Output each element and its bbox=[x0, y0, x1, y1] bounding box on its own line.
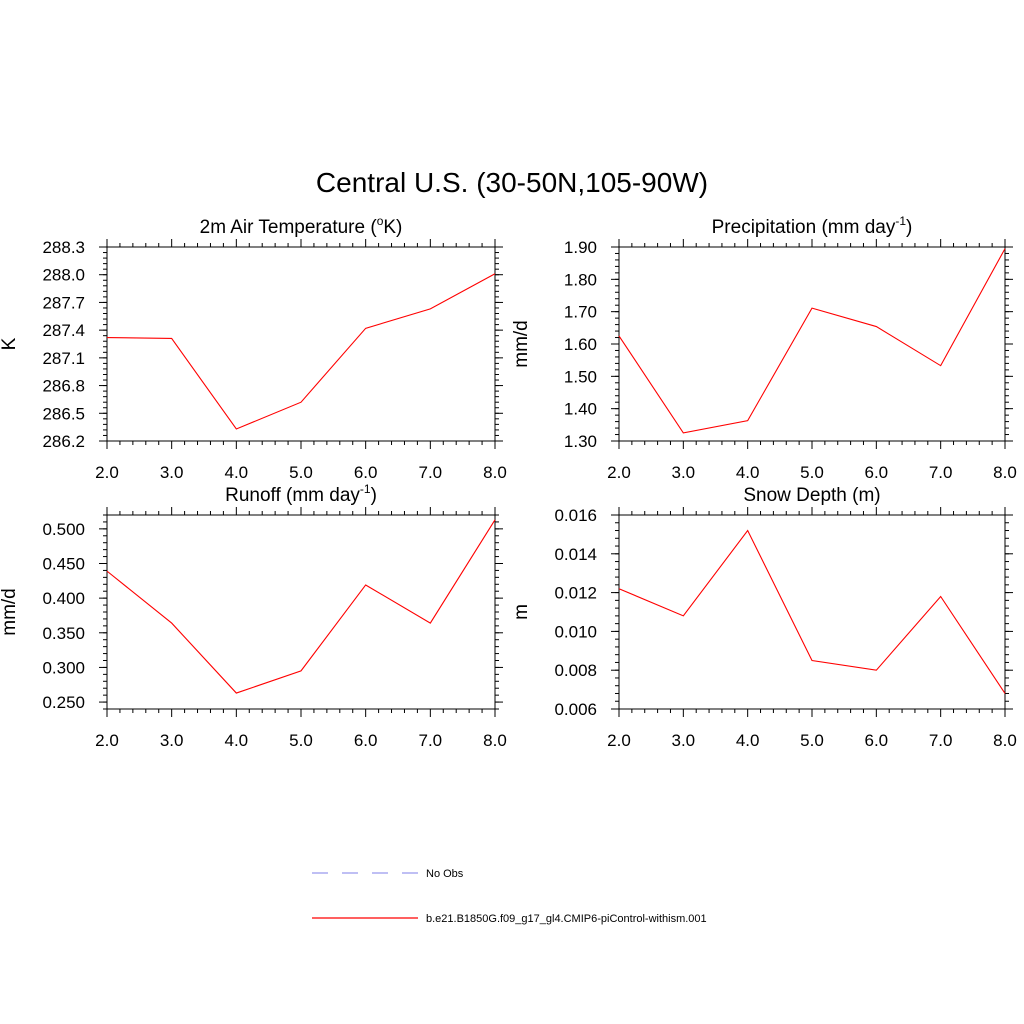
x-tick-label: 6.0 bbox=[354, 731, 378, 750]
x-tick-label: 5.0 bbox=[800, 731, 824, 750]
x-tick-label: 8.0 bbox=[993, 463, 1017, 482]
x-tick-label: 8.0 bbox=[483, 731, 507, 750]
y-tick-label: 288.0 bbox=[42, 266, 85, 285]
panel-title: Precipitation (mm day-1) bbox=[712, 214, 913, 238]
x-tick-label: 3.0 bbox=[672, 463, 696, 482]
x-tick-label: 6.0 bbox=[865, 463, 889, 482]
panel-title-text: Runoff (mm day bbox=[225, 485, 360, 506]
panel-title-superscript: -1 bbox=[895, 214, 906, 228]
y-tick-label: 0.500 bbox=[42, 520, 85, 539]
panel-title-text: Precipitation (mm day bbox=[712, 217, 896, 238]
y-tick-label: 0.250 bbox=[42, 693, 85, 712]
y-axis-label: K bbox=[0, 337, 20, 350]
x-tick-label: 7.0 bbox=[419, 731, 443, 750]
y-tick-label: 0.300 bbox=[42, 658, 85, 677]
x-tick-label: 4.0 bbox=[225, 731, 249, 750]
panel-title-text: Snow Depth (m) bbox=[743, 485, 880, 506]
panel-title: Runoff (mm day-1) bbox=[225, 482, 377, 506]
x-tick-label: 4.0 bbox=[736, 731, 760, 750]
panel-title-text-end: K) bbox=[383, 217, 402, 238]
y-tick-label: 0.350 bbox=[42, 624, 85, 643]
y-tick-label: 0.008 bbox=[554, 661, 597, 680]
y-tick-label: 1.50 bbox=[564, 367, 597, 386]
y-axis-label: m bbox=[511, 604, 532, 620]
x-tick-label: 5.0 bbox=[289, 463, 313, 482]
y-tick-label: 1.60 bbox=[564, 335, 597, 354]
y-tick-label: 287.1 bbox=[42, 349, 85, 368]
x-tick-label: 6.0 bbox=[865, 731, 889, 750]
panel-title-text-end: ) bbox=[371, 485, 377, 506]
y-tick-label: 0.014 bbox=[554, 545, 597, 564]
x-tick-label: 5.0 bbox=[800, 463, 824, 482]
y-tick-label: 1.90 bbox=[564, 238, 597, 257]
plot-frame bbox=[618, 514, 1006, 710]
y-axis-label: mm/d bbox=[0, 588, 20, 636]
x-tick-label: 6.0 bbox=[354, 463, 378, 482]
y-tick-label: 0.006 bbox=[554, 700, 597, 719]
series-line bbox=[106, 273, 496, 430]
series-line bbox=[106, 519, 496, 694]
y-tick-label: 0.016 bbox=[554, 506, 597, 525]
x-tick-label: 7.0 bbox=[419, 463, 443, 482]
y-tick-label: 287.7 bbox=[42, 293, 85, 312]
chart-panel-2: 2.0 3.0 4.0 5.0 6.0 7.0 8.0 1.30 1.40 1.50 1.60 1.7… bbox=[511, 214, 1017, 482]
panel-title-text-end: ) bbox=[906, 217, 912, 238]
plot-frame bbox=[618, 246, 1006, 442]
legend-label: b.e21.B1850G.f09_g17_gl4.CMIP6-piControl… bbox=[426, 913, 707, 925]
x-tick-label: 3.0 bbox=[160, 463, 184, 482]
y-tick-label: 288.3 bbox=[42, 238, 85, 257]
panel-title: 2m Air Temperature (oK) bbox=[200, 214, 403, 238]
plot-frame bbox=[106, 246, 496, 442]
chart-panel-4: 2.0 3.0 4.0 5.0 6.0 7.0 8.0 0.006 0.008 0.010 0.01… bbox=[511, 485, 1017, 750]
y-tick-label: 286.8 bbox=[42, 377, 85, 396]
y-tick-label: 0.450 bbox=[42, 555, 85, 574]
x-tick-label: 8.0 bbox=[483, 463, 507, 482]
x-tick-label: 2.0 bbox=[95, 731, 119, 750]
y-tick-label: 0.010 bbox=[554, 622, 597, 641]
x-tick-label: 2.0 bbox=[607, 463, 631, 482]
y-axis-label: mm/d bbox=[511, 320, 532, 368]
x-tick-label: 2.0 bbox=[607, 731, 631, 750]
x-tick-label: 8.0 bbox=[993, 731, 1017, 750]
figure-title: Central U.S. (30-50N,105-90W) bbox=[316, 167, 708, 198]
chart-panel-3: 2.0 3.0 4.0 5.0 6.0 7.0 8.0 0.250 0.300 0.350 0.40… bbox=[0, 482, 507, 750]
x-tick-label: 2.0 bbox=[95, 463, 119, 482]
series-line bbox=[618, 248, 1006, 434]
x-tick-label: 7.0 bbox=[929, 731, 953, 750]
chart-panel-1: 2.0 3.0 4.0 5.0 6.0 7.0 8.0 286.2 286.5 286.8 287.… bbox=[0, 214, 507, 482]
legend-label: No Obs bbox=[426, 868, 464, 880]
x-tick-label: 4.0 bbox=[225, 463, 249, 482]
y-tick-label: 286.2 bbox=[42, 432, 85, 451]
x-tick-label: 4.0 bbox=[736, 463, 760, 482]
y-tick-label: 286.5 bbox=[42, 404, 85, 423]
panel-title: Snow Depth (m) bbox=[743, 485, 880, 506]
x-tick-label: 7.0 bbox=[929, 463, 953, 482]
y-tick-label: 1.40 bbox=[564, 400, 597, 419]
y-tick-label: 0.012 bbox=[554, 584, 597, 603]
x-tick-label: 3.0 bbox=[672, 731, 696, 750]
y-tick-label: 287.4 bbox=[42, 321, 85, 340]
y-tick-label: 1.80 bbox=[564, 270, 597, 289]
x-tick-label: 5.0 bbox=[289, 731, 313, 750]
y-tick-label: 0.400 bbox=[42, 589, 85, 608]
panel-title-text: 2m Air Temperature ( bbox=[200, 217, 378, 238]
chart-panels: 2.0 3.0 4.0 5.0 6.0 7.0 8.0 286.2 286.5 286.8 287.… bbox=[0, 214, 1017, 750]
legend: No Obs b.e21.B1850G.f09_g17_gl4.CMIP6-piC… bbox=[312, 868, 707, 925]
x-tick-label: 3.0 bbox=[160, 731, 184, 750]
y-tick-label: 1.30 bbox=[564, 432, 597, 451]
panel-title-superscript: -1 bbox=[360, 482, 371, 496]
y-tick-label: 1.70 bbox=[564, 303, 597, 322]
panel-title-superscript: o bbox=[377, 214, 384, 228]
series-line bbox=[618, 529, 1006, 694]
